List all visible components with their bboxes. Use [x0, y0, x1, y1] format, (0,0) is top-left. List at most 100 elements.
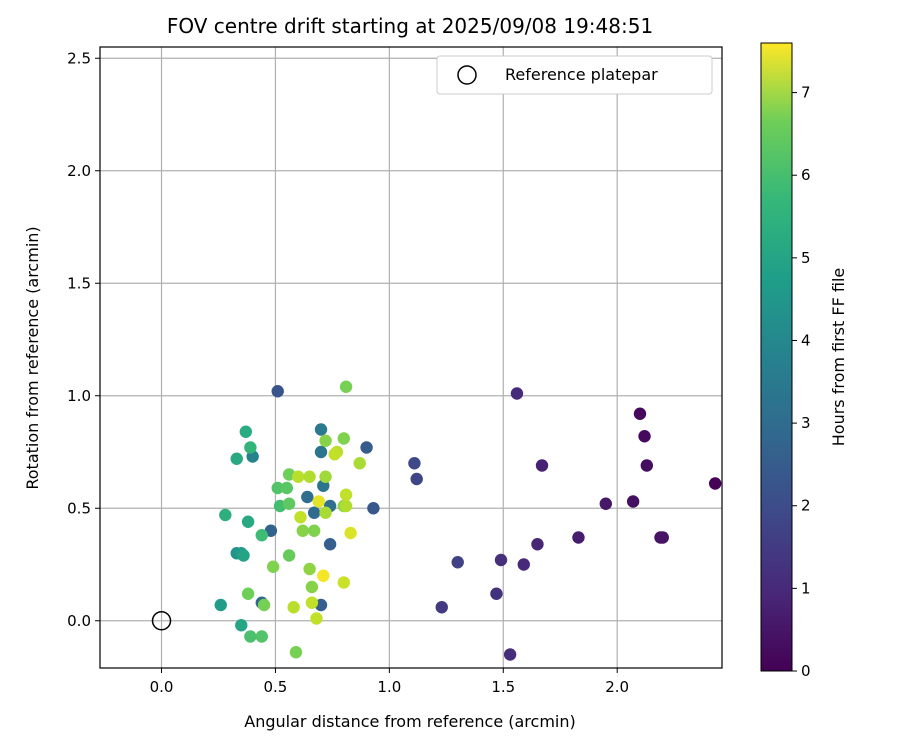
data-point [314, 423, 328, 436]
data-point [344, 526, 357, 540]
data-point [271, 481, 284, 495]
colorbar-tick-label: 3 [801, 414, 811, 432]
data-point [633, 407, 647, 420]
data-point [367, 502, 380, 515]
data-point [319, 434, 332, 447]
data-point [241, 587, 255, 600]
data-point [531, 538, 544, 551]
colorbar-label: Hours from first FF file [829, 268, 848, 447]
data-point [410, 472, 423, 486]
data-point [303, 470, 316, 483]
data-point [360, 441, 373, 454]
data-point [572, 531, 585, 544]
data-point [503, 648, 517, 661]
data-point [312, 495, 325, 508]
data-point [517, 558, 530, 571]
plot-area: 0.0 0.5 1.0 1.5 2.0 0.0 0.5 1.0 1.5 2.0 2.5 [67, 46, 723, 696]
data-point [244, 441, 257, 454]
data-point [255, 529, 268, 542]
y-tick-label: 2.0 [67, 162, 91, 180]
x-tick-label: 2.0 [605, 678, 629, 696]
data-point [328, 448, 341, 461]
data-point [237, 549, 250, 562]
data-point [337, 576, 350, 589]
colorbar: Hours from first FF file 0 1 2 3 4 5 6 7 [760, 42, 848, 680]
data-point [305, 596, 319, 609]
data-point [280, 481, 294, 495]
colorbar-tick-label: 7 [801, 84, 811, 102]
data-point [339, 380, 353, 393]
y-tick-label: 2.5 [67, 49, 91, 67]
legend: Reference platepar [436, 55, 713, 95]
data-point [353, 457, 366, 470]
data-point [307, 524, 321, 537]
data-point [292, 470, 305, 483]
data-point [235, 619, 248, 632]
colorbar-tick-label: 2 [801, 497, 811, 515]
data-point [599, 497, 613, 510]
legend-label: Reference platepar [505, 65, 658, 84]
plot-frame [99, 46, 723, 669]
data-point [310, 612, 323, 625]
data-point [305, 580, 319, 594]
x-tick-label: 0.5 [264, 678, 288, 696]
chart-title: FOV centre drift starting at 2025/09/08 … [167, 14, 653, 38]
x-tick-label: 1.5 [491, 678, 515, 696]
data-point [303, 562, 316, 576]
data-point [244, 630, 257, 643]
data-point [638, 430, 651, 443]
data-point [319, 506, 332, 519]
data-point [287, 601, 300, 614]
data-point [317, 569, 330, 582]
data-point [282, 497, 296, 510]
data-point [296, 524, 309, 537]
y-axis-label: Rotation from reference (arcmin) [23, 226, 42, 489]
legend-box [436, 55, 713, 95]
data-point [535, 459, 549, 472]
data-point [408, 457, 421, 470]
data-point [640, 459, 654, 472]
data-point [301, 490, 314, 504]
y-tick-label: 1.0 [67, 387, 91, 405]
data-point [282, 549, 296, 562]
data-point [307, 506, 321, 519]
data-point [314, 445, 328, 459]
colorbar-tick-label: 1 [801, 579, 811, 597]
data-point [294, 511, 307, 524]
colorbar-tick-label: 5 [801, 249, 811, 267]
data-point [323, 538, 337, 551]
data-point [319, 470, 332, 483]
data-point [239, 425, 253, 438]
y-tick-label: 0.5 [67, 499, 91, 517]
data-point [626, 495, 640, 508]
y-tick-label: 1.5 [67, 274, 91, 292]
x-tick-label: 1.0 [377, 678, 401, 696]
data-point [230, 452, 243, 465]
data-point [219, 508, 232, 522]
data-point [271, 385, 284, 398]
data-point [494, 553, 508, 567]
data-point [451, 556, 464, 569]
x-tick-label: 0.0 [150, 678, 174, 696]
y-tick-label: 0.0 [67, 612, 91, 630]
legend-marker [457, 65, 477, 85]
data-point [255, 630, 268, 643]
data-point [266, 560, 280, 573]
data-point [257, 598, 271, 612]
data-point [337, 432, 350, 445]
colorbar-tick-label: 4 [801, 331, 811, 349]
colorbar-tick-label: 0 [801, 662, 811, 680]
data-point [214, 598, 227, 612]
data-point [656, 531, 669, 544]
data-point [510, 387, 524, 400]
data-point [339, 488, 353, 501]
data-point [435, 601, 448, 614]
data-point [708, 477, 722, 490]
data-point [241, 515, 255, 528]
data-point [339, 499, 353, 513]
colorbar-tick-label: 6 [801, 166, 811, 184]
x-axis-label: Angular distance from reference (arcmin) [244, 712, 575, 731]
data-point [490, 587, 503, 600]
data-point [289, 646, 303, 659]
